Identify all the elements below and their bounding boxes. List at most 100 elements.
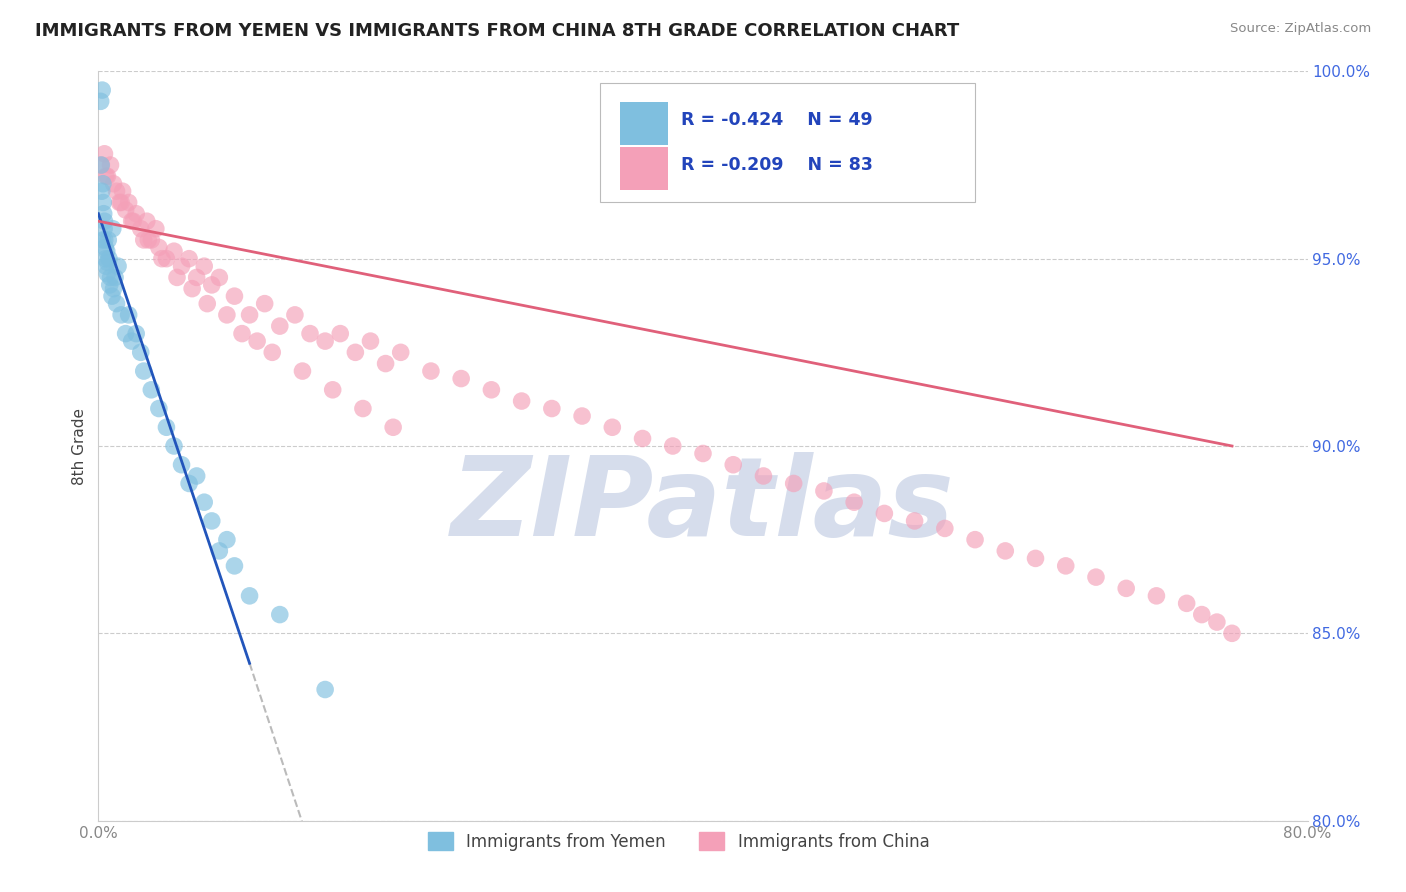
Point	[1175, 596, 1198, 610]
Point	[752, 469, 775, 483]
Point	[96, 267, 118, 281]
Point	[179, 252, 201, 266]
Y-axis label: 8th Grade: 8th Grade	[72, 408, 87, 484]
Point	[314, 682, 336, 697]
Point	[93, 221, 115, 235]
Point	[94, 240, 117, 254]
Point	[813, 483, 835, 498]
Point	[118, 195, 141, 210]
Point	[166, 270, 188, 285]
Point	[382, 420, 405, 434]
Point	[90, 184, 112, 198]
Point	[239, 308, 262, 322]
Point	[571, 409, 593, 423]
Point	[352, 401, 374, 416]
Text: Source: ZipAtlas.com: Source: ZipAtlas.com	[1230, 22, 1371, 36]
Point	[94, 169, 117, 184]
Point	[239, 589, 262, 603]
Point	[181, 282, 204, 296]
Point	[94, 259, 117, 273]
Point	[105, 184, 128, 198]
Point	[224, 289, 246, 303]
Point	[107, 259, 129, 273]
Point	[661, 439, 683, 453]
Point	[114, 326, 136, 341]
Point	[314, 334, 336, 348]
Point	[1206, 615, 1229, 629]
Point	[262, 345, 284, 359]
Point	[322, 383, 344, 397]
Point	[1220, 626, 1243, 640]
Point	[215, 308, 238, 322]
Point	[215, 533, 238, 547]
Point	[122, 214, 145, 228]
Point	[96, 244, 118, 259]
Point	[291, 364, 314, 378]
Point	[389, 345, 412, 359]
Point	[284, 308, 307, 322]
Text: R = -0.209    N = 83: R = -0.209 N = 83	[682, 156, 873, 174]
Point	[90, 158, 112, 172]
Point	[155, 252, 177, 266]
Point	[91, 195, 114, 210]
Point	[110, 308, 132, 322]
Point	[110, 195, 132, 210]
FancyBboxPatch shape	[620, 147, 668, 190]
Point	[93, 207, 115, 221]
Point	[132, 364, 155, 378]
Point	[103, 282, 125, 296]
Point	[1146, 589, 1168, 603]
Point	[904, 514, 927, 528]
Point	[1191, 607, 1213, 622]
Point	[91, 83, 114, 97]
Point	[193, 259, 215, 273]
Point	[118, 308, 141, 322]
Point	[195, 296, 218, 310]
Point	[602, 420, 624, 434]
Point	[299, 326, 322, 341]
Point	[186, 270, 208, 285]
Point	[246, 334, 269, 348]
Point	[155, 420, 177, 434]
Text: ZIPatlas: ZIPatlas	[451, 452, 955, 559]
Point	[98, 252, 121, 266]
Point	[360, 334, 382, 348]
Point	[125, 326, 148, 341]
Point	[253, 296, 276, 310]
Point	[111, 184, 134, 198]
Point	[125, 207, 148, 221]
Point	[100, 270, 122, 285]
Point	[141, 233, 163, 247]
Point	[129, 221, 152, 235]
FancyBboxPatch shape	[600, 83, 976, 202]
Point	[121, 214, 143, 228]
Point	[105, 296, 128, 310]
Point	[163, 439, 186, 453]
FancyBboxPatch shape	[620, 103, 668, 145]
Point	[540, 401, 562, 416]
Point	[1115, 582, 1137, 596]
Point	[374, 357, 396, 371]
Point	[201, 277, 224, 292]
Point	[844, 495, 866, 509]
Point	[420, 364, 443, 378]
Point	[224, 558, 246, 573]
Point	[783, 476, 806, 491]
Point	[101, 221, 124, 235]
Point	[145, 221, 167, 235]
Point	[98, 277, 121, 292]
Point	[141, 383, 163, 397]
Point	[965, 533, 987, 547]
Point	[90, 158, 112, 172]
Point	[93, 214, 115, 228]
Point	[90, 95, 112, 109]
Point	[96, 255, 118, 269]
Point	[723, 458, 745, 472]
Point	[873, 507, 896, 521]
Point	[692, 446, 714, 460]
Point	[269, 607, 291, 622]
Point	[148, 401, 170, 416]
Point	[100, 158, 122, 172]
Point	[96, 169, 118, 184]
Point	[631, 432, 654, 446]
